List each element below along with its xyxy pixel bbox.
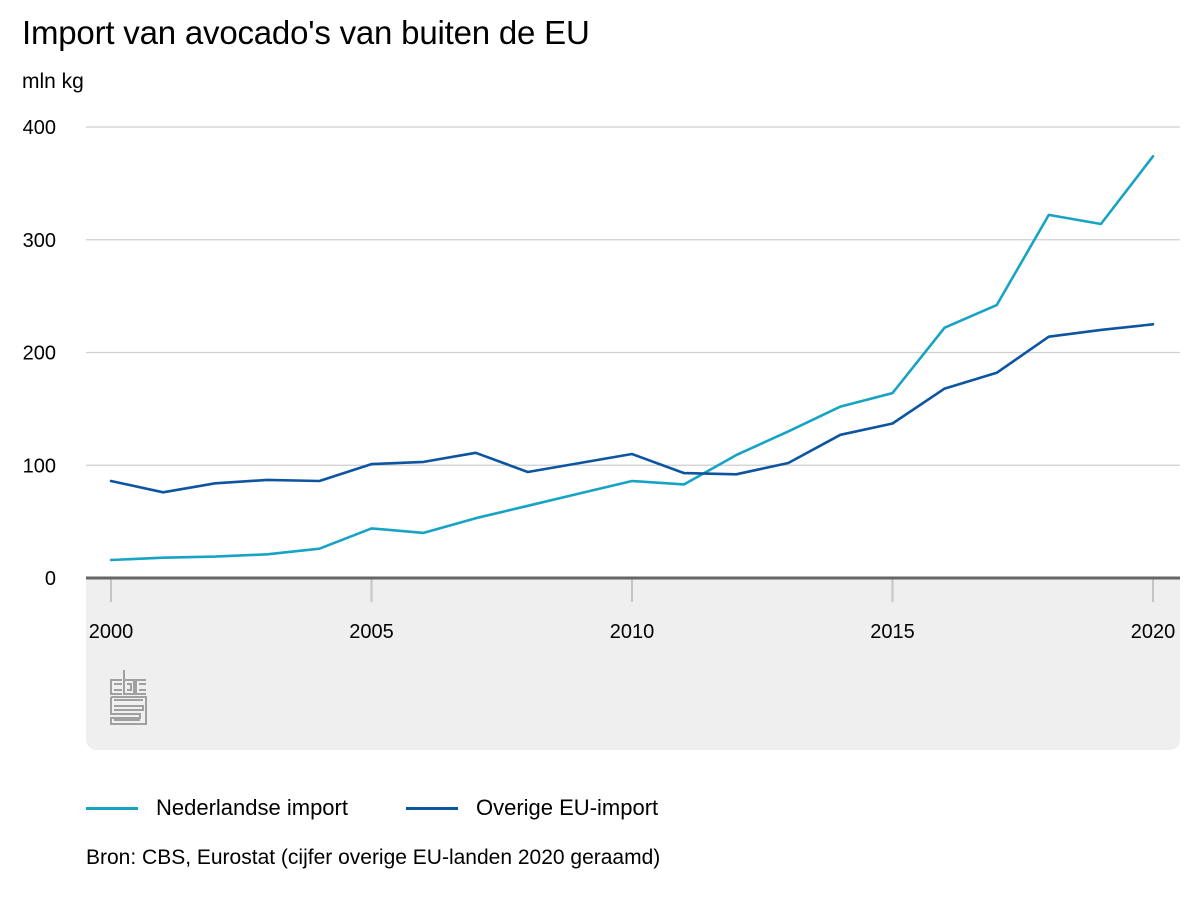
- x-tick-label-2015: 2015: [870, 621, 915, 643]
- x-tick-label-2010: 2010: [610, 621, 655, 643]
- legend-swatch-overige-eu-import: [405, 806, 458, 810]
- y-tick-label-100: 100: [23, 455, 56, 477]
- x-tick-label-2020: 2020: [1131, 621, 1176, 643]
- source-note: Bron: CBS, Eurostat (cijfer overige EU-l…: [86, 846, 661, 869]
- chart-title: Import van avocado's van buiten de EU: [22, 14, 590, 51]
- y-tick-label-300: 300: [23, 230, 56, 252]
- x-axis-panel: [86, 578, 1180, 750]
- y-tick-label-400: 400: [23, 117, 56, 139]
- y-tick-label-0: 0: [45, 568, 56, 590]
- legend-label-nederlandse-import: Nederlandse import: [156, 795, 348, 820]
- line-chart: 0 100 200 300 400 2000 2005 2010 2015 2020: [23, 117, 1180, 750]
- x-tick-label-2005: 2005: [349, 621, 394, 643]
- x-tick-label-2000: 2000: [89, 621, 134, 643]
- legend-item-nederlandse-import: Nederlandse import: [86, 795, 348, 821]
- series-line-nederlandse-import: [109, 155, 1155, 562]
- y-tick-label-200: 200: [23, 343, 56, 365]
- legend-item-overige-eu-import: Overige EU-import: [405, 795, 659, 821]
- legend-swatch-nederlandse-import: [86, 806, 138, 810]
- series-line-overige-eu-import: [109, 322, 1155, 494]
- legend: Nederlandse import Overige EU-import: [86, 795, 716, 821]
- cbs-logo-icon: [110, 670, 147, 725]
- y-axis-unit-label: mln kg: [22, 70, 84, 93]
- legend-label-overige-eu-import: Overige EU-import: [475, 795, 659, 820]
